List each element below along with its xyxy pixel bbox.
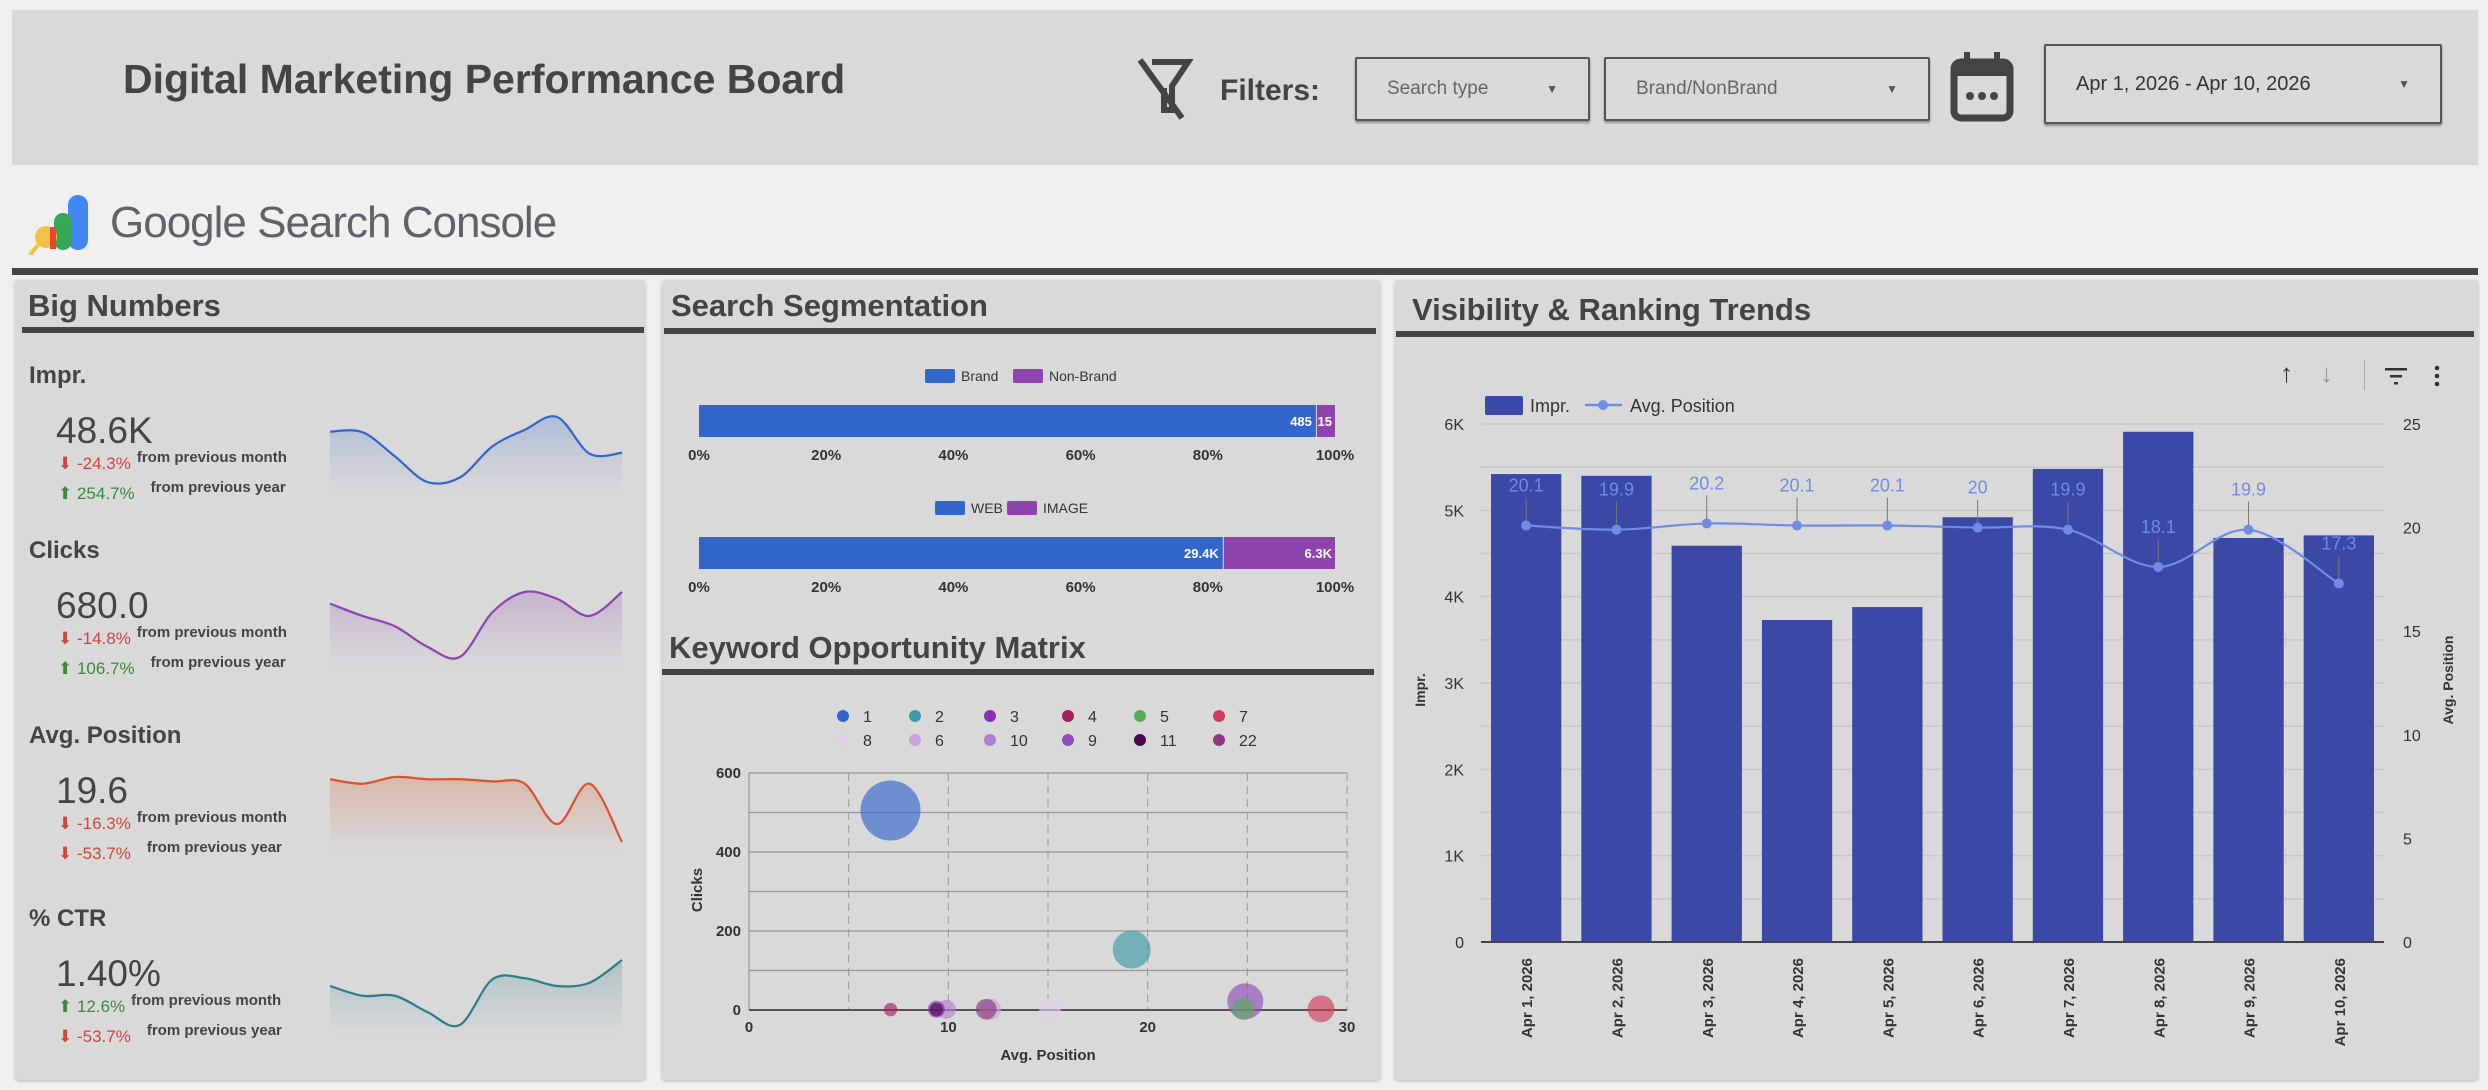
- change-from-previous-month: ⬆ 12.6% from previous month: [58, 992, 281, 1017]
- change-percent: 106.7%: [76, 659, 135, 678]
- arrow-up-icon: ⬆: [58, 659, 77, 678]
- arrow-down-icon: ⬇: [58, 1027, 77, 1046]
- keyword-matrix-title: Keyword Opportunity Matrix: [669, 630, 1086, 665]
- change-from-previous-year: ⬇ -53.7% from previous year: [58, 839, 282, 864]
- change-percent: -53.7%: [76, 1027, 131, 1046]
- visibility-title: Visibility & Ranking Trends: [1412, 292, 1812, 327]
- big-numbers-panel: [15, 280, 645, 1080]
- change-description: from previous year: [146, 839, 282, 856]
- logo-text: Google Search Console: [110, 198, 557, 247]
- big-numbers-title: Big Numbers: [28, 288, 221, 323]
- calendar-icon: [1950, 52, 2014, 122]
- divider: [2364, 360, 2365, 390]
- sort-descending-icon[interactable]: ↓: [2320, 358, 2333, 388]
- page-title: Digital Marketing Performance Board: [123, 56, 846, 102]
- visibility-panel: [1395, 280, 2478, 1080]
- filter-icon[interactable]: [2384, 366, 2408, 386]
- change-description: from previous month: [136, 624, 287, 641]
- divider: [22, 327, 644, 333]
- more-options-icon[interactable]: [2432, 364, 2442, 388]
- change-description: from previous month: [136, 449, 287, 466]
- filters-label: Filters:: [1220, 74, 1321, 107]
- change-percent: 254.7%: [76, 484, 135, 503]
- change-from-previous-month: ⬇ -24.3% from previous month: [58, 449, 287, 474]
- change-description: from previous year: [146, 1022, 282, 1039]
- change-description: from previous month: [131, 992, 282, 1009]
- search-segmentation-panel: [662, 280, 1380, 1080]
- arrow-up-icon: ⬆: [58, 484, 77, 503]
- arrow-down-icon: ⬇: [58, 844, 77, 863]
- arrow-down-icon: ⬇: [58, 629, 77, 648]
- change-percent: 12.6%: [76, 997, 126, 1016]
- divider: [662, 669, 1374, 675]
- metric-value: 19.6: [56, 770, 129, 811]
- change-from-previous-month: ⬇ -16.3% from previous month: [58, 809, 287, 834]
- change-percent: -14.8%: [76, 629, 131, 648]
- change-description: from previous month: [136, 809, 287, 826]
- date-range-picker[interactable]: Apr 1, 2026 - Apr 10, 2026 ▼: [2044, 44, 2442, 124]
- arrow-down-icon: ⬇: [58, 814, 77, 833]
- divider: [12, 268, 2478, 275]
- chevron-down-icon: ▼: [1546, 82, 1558, 96]
- search-type-dropdown[interactable]: Search type ▼: [1355, 57, 1590, 121]
- metric-label: Clicks: [29, 537, 100, 564]
- change-percent: -16.3%: [76, 814, 131, 833]
- change-from-previous-month: ⬇ -14.8% from previous month: [58, 624, 287, 649]
- arrow-up-icon: ⬆: [58, 997, 77, 1016]
- arrow-down-icon: ⬇: [58, 454, 77, 473]
- metric-value: 680.0: [56, 585, 149, 626]
- date-range-value: Apr 1, 2026 - Apr 10, 2026: [2076, 72, 2311, 95]
- search-type-placeholder: Search type: [1387, 78, 1489, 99]
- sort-ascending-icon[interactable]: ↑: [2280, 358, 2293, 388]
- search-segmentation-title: Search Segmentation: [671, 288, 988, 323]
- search-console-logo-icon: [28, 195, 88, 255]
- change-from-previous-year: ⬇ -53.7% from previous year: [58, 1022, 282, 1047]
- metric-label: Impr.: [29, 362, 87, 389]
- change-percent: -53.7%: [76, 844, 131, 863]
- change-description: from previous year: [150, 654, 286, 671]
- change-from-previous-year: ⬆ 254.7% from previous year: [58, 479, 286, 504]
- brand-filter-placeholder: Brand/NonBrand: [1636, 78, 1778, 99]
- logo-band: [12, 166, 2478, 270]
- change-description: from previous year: [150, 479, 286, 496]
- chevron-down-icon: ▼: [1886, 82, 1898, 96]
- metric-value: 48.6K: [56, 410, 153, 451]
- divider: [664, 328, 1376, 334]
- metric-label: % CTR: [29, 905, 107, 932]
- filter-off-icon[interactable]: [1130, 52, 1200, 122]
- brand-nonbrand-dropdown[interactable]: Brand/NonBrand ▼: [1604, 57, 1930, 121]
- change-from-previous-year: ⬆ 106.7% from previous year: [58, 654, 286, 679]
- metric-value: 1.40%: [56, 953, 161, 994]
- divider: [1396, 331, 2474, 337]
- change-percent: -24.3%: [76, 454, 131, 473]
- metric-label: Avg. Position: [29, 722, 182, 749]
- chevron-down-icon: ▼: [2398, 77, 2410, 91]
